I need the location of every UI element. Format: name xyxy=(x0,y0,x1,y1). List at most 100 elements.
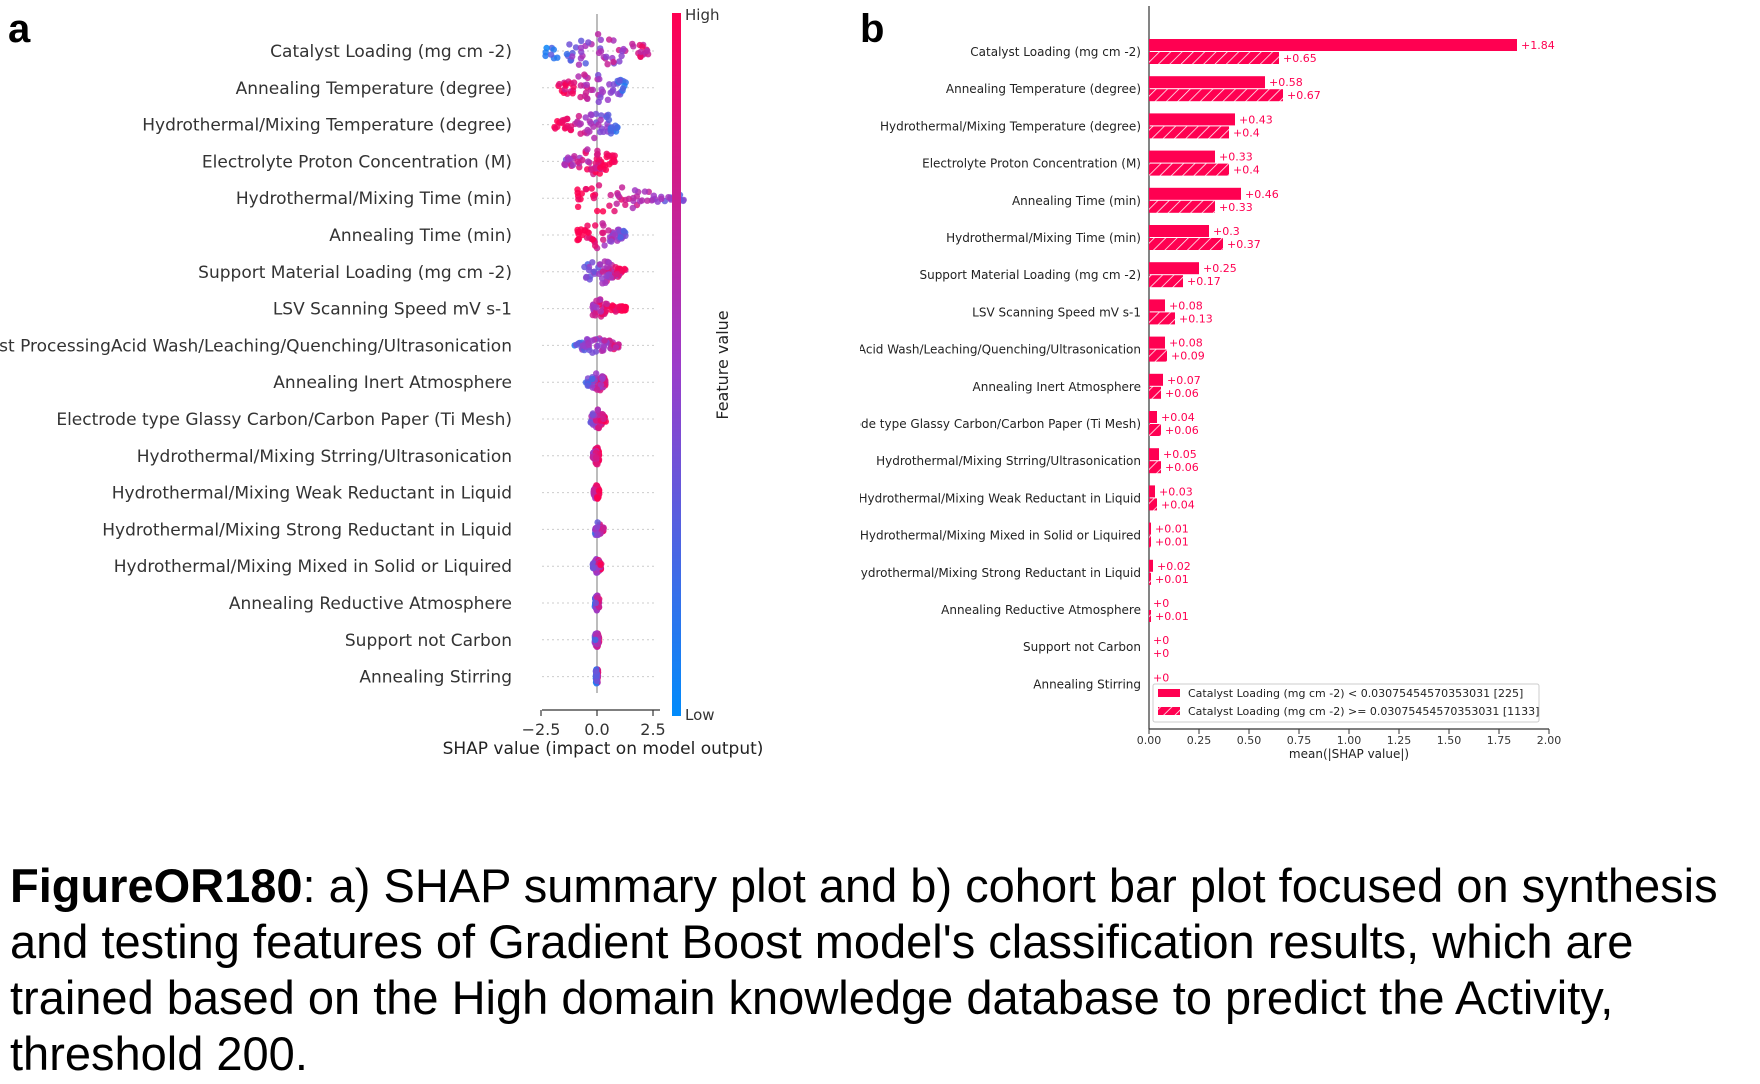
shap-point xyxy=(600,343,607,351)
shap-point xyxy=(585,39,592,46)
bar-cohort1 xyxy=(1149,522,1151,535)
shap-point xyxy=(600,229,607,236)
shap-point xyxy=(609,302,616,309)
bar-label-cohort2: +0.67 xyxy=(1287,89,1321,102)
shap-point xyxy=(601,337,608,344)
bar-label-cohort1: +0.04 xyxy=(1161,411,1195,424)
shap-point xyxy=(611,207,618,215)
shap-point xyxy=(596,75,603,83)
shap-point xyxy=(614,90,622,98)
bar-cohort2 xyxy=(1149,275,1183,288)
shap-point xyxy=(581,71,588,78)
colorbar xyxy=(672,13,681,716)
shap-point xyxy=(631,187,639,194)
shap-point xyxy=(606,36,613,43)
bar-cohort2 xyxy=(1149,572,1151,585)
category-label: Annealing Stirring xyxy=(1033,677,1141,691)
bar-label-cohort2: +0.4 xyxy=(1233,126,1260,139)
bar-label-cohort1: +0.33 xyxy=(1219,151,1253,164)
bar-label-cohort1: +0.3 xyxy=(1213,225,1240,238)
category-label: Hydrothermal/Mixing Weak Reductant in Li… xyxy=(860,491,1141,505)
shap-point xyxy=(588,185,595,192)
shap-point xyxy=(613,200,620,207)
shap-point xyxy=(559,118,566,125)
shap-point xyxy=(589,259,596,266)
shap-point xyxy=(571,153,578,160)
feature-label: Hydrothermal/Mixing Strong Reductant in … xyxy=(102,520,512,540)
shap-point xyxy=(592,454,600,461)
bar-cohort2 xyxy=(1149,52,1279,64)
beeswarm-row xyxy=(555,71,629,106)
shap-point xyxy=(614,270,621,277)
shap-point xyxy=(617,234,624,241)
bar-cohort1 xyxy=(1149,299,1165,312)
shap-point xyxy=(639,43,646,50)
shap-point xyxy=(590,194,598,202)
shap-point xyxy=(600,415,607,423)
bar-cohort2 xyxy=(1149,386,1161,399)
shap-point xyxy=(607,89,614,96)
feature-label: Annealing Stirring xyxy=(359,668,512,688)
shap-point xyxy=(569,161,577,169)
shap-point xyxy=(594,342,602,349)
shap-point xyxy=(563,50,571,58)
beeswarm-row xyxy=(574,182,687,215)
shap-point xyxy=(594,461,601,468)
shap-point xyxy=(550,46,557,53)
feature-label: Hydrothermal/Mixing Temperature (degree) xyxy=(142,116,512,136)
shap-summary-plot: a Catalyst Loading (mg cm -2) Annealing Te… xyxy=(0,6,764,759)
bar-label-cohort2: +0.06 xyxy=(1165,461,1199,474)
shap-point xyxy=(592,599,599,607)
bar-label-cohort1: +0.08 xyxy=(1169,299,1203,312)
shap-point xyxy=(590,564,597,572)
beeswarm-row xyxy=(581,258,629,287)
shap-point xyxy=(607,125,614,132)
beeswarm-row xyxy=(591,519,607,539)
shap-point xyxy=(574,158,581,165)
bar-label-cohort2: +0.06 xyxy=(1165,424,1199,437)
bar-label-cohort1: +0.46 xyxy=(1245,188,1279,201)
x-axis-label-b: mean(|SHAP value|) xyxy=(1289,747,1409,761)
shap-point xyxy=(583,273,590,281)
shap-point xyxy=(575,196,582,203)
feature-label: LSV Scanning Speed mV s-1 xyxy=(273,300,512,320)
feature-label: Electrolyte Proton Concentration (M) xyxy=(202,152,512,172)
shap-point xyxy=(554,54,561,61)
shap-point xyxy=(597,94,604,101)
shap-point xyxy=(589,349,596,356)
x-axis-label-a: SHAP value (impact on model output) xyxy=(443,739,764,759)
bar-label-cohort1: +0.07 xyxy=(1167,374,1201,387)
shap-point xyxy=(569,90,576,97)
shap-point xyxy=(581,263,588,271)
bar-cohort2 xyxy=(1149,349,1167,362)
bar-label-cohort1: +0.02 xyxy=(1157,560,1191,573)
shap-point xyxy=(594,594,601,601)
legend-label-cohort2: Catalyst Loading (mg cm -2) >= 0.0307545… xyxy=(1188,705,1539,718)
bar-cohort2 xyxy=(1149,89,1283,102)
shap-point xyxy=(596,156,603,163)
bar-label-cohort2: +0 xyxy=(1153,647,1169,660)
shap-point xyxy=(577,44,585,51)
category-label: Support Material Loading (mg cm -2) xyxy=(919,268,1141,282)
bar-label-cohort2: +0.01 xyxy=(1155,573,1189,586)
bar-cohort1 xyxy=(1149,113,1235,126)
shap-point xyxy=(616,305,624,312)
beeswarm-row xyxy=(587,406,609,432)
category-label: Support not Carbon xyxy=(1023,640,1141,654)
bar-label-cohort1: +0.05 xyxy=(1163,448,1197,461)
feature-label: Support Material Loading (mg cm -2) xyxy=(198,263,512,283)
shap-point xyxy=(620,45,627,53)
shap-point xyxy=(590,123,597,130)
shap-point xyxy=(569,53,576,60)
shap-point xyxy=(603,300,611,308)
shap-point xyxy=(589,411,596,418)
colorbar-high-label: High xyxy=(685,6,719,24)
shap-point xyxy=(566,41,573,48)
category-label: Post ProcessingAcid Wash/Leaching/Quench… xyxy=(860,343,1141,357)
x-tick-label: 0.0 xyxy=(584,720,609,739)
shap-point xyxy=(641,188,649,195)
shap-point xyxy=(586,128,593,135)
shap-point xyxy=(604,152,612,159)
shap-point xyxy=(593,151,601,158)
feature-label: Annealing Time (min) xyxy=(329,226,512,246)
